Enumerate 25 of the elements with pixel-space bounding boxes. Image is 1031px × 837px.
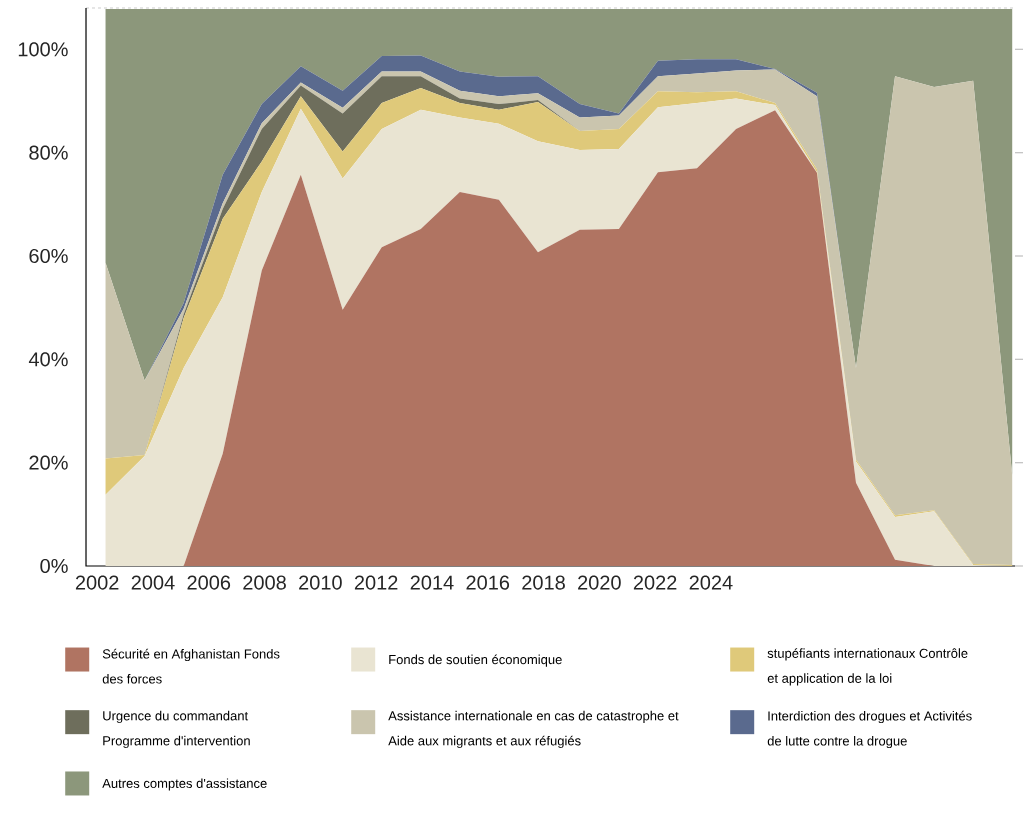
y-tick-label: 60% <box>29 248 68 264</box>
x-tick-label: 2022 <box>633 575 677 590</box>
y-tick-label: 0% <box>40 558 68 574</box>
x-tick-label: 2024 <box>689 575 733 590</box>
x-tick-label: 2010 <box>299 575 342 590</box>
legend-label: Assistance internationale en cas de catastrophe et Aide aux migrants et aux réfugiés <box>388 710 679 748</box>
x-tick-label: 2012 <box>354 575 398 590</box>
legend-label: Fonds de soutien économique <box>389 654 562 667</box>
legend-label: stupéfiants internationaux Contrôle et application de la loi <box>767 648 968 686</box>
legend-label: Urgence du commandant Programme d'intervention <box>103 710 250 748</box>
x-tick-label: 2014 <box>410 575 454 590</box>
y-tick-label: 100% <box>18 42 68 57</box>
x-tick-label: 2016 <box>466 575 510 590</box>
y-tick-label: 80% <box>29 145 68 160</box>
x-tick-label: 2008 <box>243 575 286 590</box>
x-tick-label: 2020 <box>578 575 621 590</box>
x-tick-label: 2006 <box>187 575 231 590</box>
y-tick-label: 40% <box>28 352 68 367</box>
x-tick-label: 2004 <box>131 575 175 590</box>
x-tick-label: 2002 <box>75 575 119 590</box>
legend-label: Autres comptes d'assistance <box>102 778 267 791</box>
legend-label: Sécurité en Afghanistan Fonds des forces <box>102 648 280 684</box>
y-tick-label: 20% <box>29 455 68 470</box>
legend-label: Interdiction des drogues et Activités de lutte contre la drogue <box>767 710 972 749</box>
x-tick-label: 2018 <box>522 575 565 590</box>
